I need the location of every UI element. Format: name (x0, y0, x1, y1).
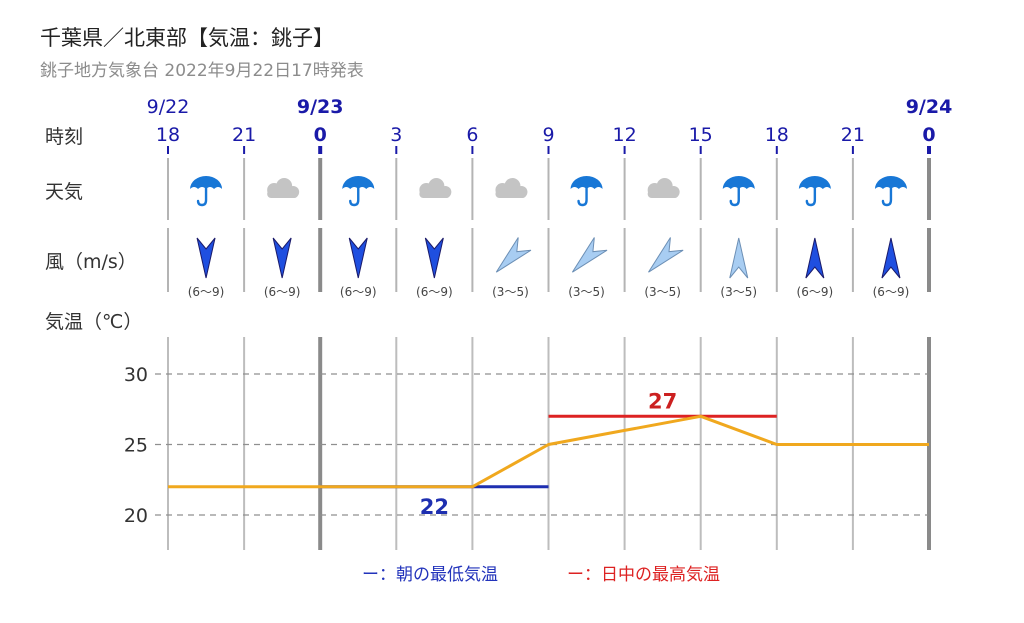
y-tick-label: 20 (124, 505, 148, 527)
wind-arrow-icon (881, 237, 901, 279)
hour-label: 18 (156, 124, 180, 146)
max-temp-label: 27 (648, 389, 677, 413)
temperature-series-line (168, 414, 929, 489)
hour-label: 3 (390, 124, 402, 146)
wind-speed-label: (6～9) (340, 285, 377, 299)
chart-title: 千葉県／北東部【気温：銚子】 (40, 26, 334, 50)
wind-arrow-icon (729, 237, 749, 279)
umbrella-icon (798, 176, 831, 207)
wind-speed-label: (6～9) (264, 285, 301, 299)
row-label-wind: 風（m/s） (45, 251, 137, 273)
date-label: 9/22 (147, 96, 190, 118)
cloud-icon (419, 178, 452, 198)
hour-label: 0 (314, 124, 327, 146)
wind-arrow-icon (805, 237, 825, 279)
date-label: 9/23 (297, 96, 344, 118)
hour-label: 18 (765, 124, 789, 146)
hour-label: 21 (841, 124, 865, 146)
cloud-icon (647, 178, 680, 198)
y-tick-label: 30 (124, 364, 148, 386)
umbrella-icon (190, 176, 223, 207)
hour-label: 12 (613, 124, 637, 146)
legend-min-temp: ー：朝の最低気温 (362, 565, 498, 585)
y-tick-label: 25 (124, 435, 148, 457)
umbrella-icon (342, 176, 375, 207)
wind-arrow-icon (348, 237, 368, 279)
wind-speed-label: (6～9) (188, 285, 225, 299)
wind-arrow-icon (424, 237, 444, 279)
min-temp-label: 22 (420, 495, 449, 519)
row-label-temp: 気温（℃） (45, 311, 142, 333)
row-label-weather: 天気 (45, 181, 83, 203)
wind-speed-label: (6～9) (797, 285, 834, 299)
wind-speed-label: (3～5) (720, 285, 757, 299)
legend-max-temp: ー：日中の最高気温 (567, 565, 720, 585)
wind-speed-label: (3～5) (644, 285, 681, 299)
cloud-icon (495, 178, 528, 198)
wind-arrow-icon (571, 237, 608, 273)
hour-label: 0 (922, 124, 935, 146)
wind-arrow-icon (196, 237, 216, 279)
cloud-icon (267, 178, 300, 198)
umbrella-icon (874, 176, 907, 207)
umbrella-icon (570, 176, 603, 207)
wind-speed-label: (6～9) (416, 285, 453, 299)
hour-label: 9 (542, 124, 554, 146)
wind-arrow-icon (495, 237, 532, 273)
chart-subtitle: 銚子地方気象台 2022年9月22日17時発表 (40, 61, 364, 81)
wind-arrow-icon (648, 237, 684, 273)
hour-label: 21 (232, 124, 256, 146)
umbrella-icon (722, 176, 755, 207)
wind-speed-label: (3～5) (492, 285, 529, 299)
wind-speed-label: (6～9) (873, 285, 910, 299)
date-label: 9/24 (906, 96, 953, 118)
hour-label: 15 (689, 124, 713, 146)
row-label-time: 時刻 (45, 126, 83, 148)
hour-label: 6 (466, 124, 478, 146)
wind-speed-label: (3～5) (568, 285, 605, 299)
wind-arrow-icon (272, 237, 292, 279)
